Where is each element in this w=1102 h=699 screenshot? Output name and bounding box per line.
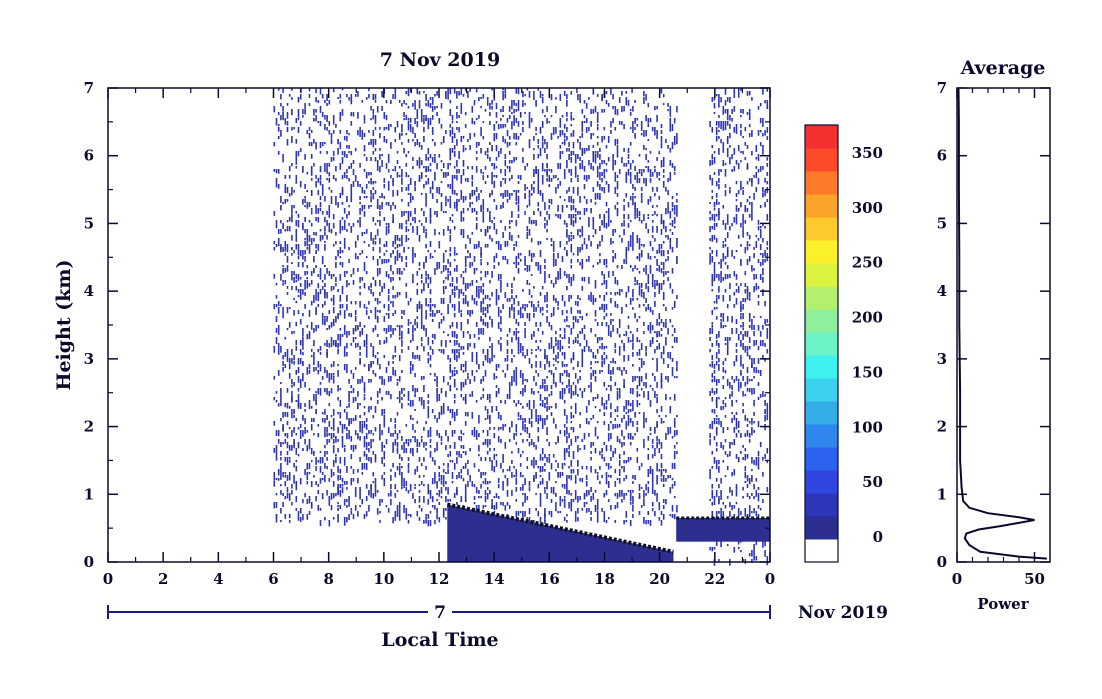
colorbar-segment bbox=[805, 401, 838, 425]
date-day-label: 7 bbox=[434, 603, 446, 623]
sparse-echo-points bbox=[273, 88, 769, 566]
date-label-background bbox=[428, 602, 452, 622]
colorbar-segment bbox=[805, 171, 838, 195]
y-tick-label: 7 bbox=[84, 79, 94, 97]
x-tick-label: 10 bbox=[373, 570, 394, 588]
y-tick-label: 4 bbox=[84, 282, 94, 300]
colorbar-segment bbox=[805, 378, 838, 402]
x-tick-label: 14 bbox=[484, 570, 505, 588]
colorbar-segment bbox=[805, 148, 838, 172]
average-plot-frame bbox=[956, 87, 1051, 563]
chart-title: 7 Nov 2019 bbox=[380, 49, 500, 71]
colorbar-segment bbox=[805, 217, 838, 241]
x-tick-label: 0 bbox=[103, 570, 113, 588]
x-tick-label: 20 bbox=[649, 570, 670, 588]
echo-layer bbox=[273, 88, 770, 566]
colorbar-tick-label: 250 bbox=[852, 254, 883, 272]
colorbar-segment bbox=[805, 447, 838, 471]
boundary-layer-fill bbox=[447, 504, 674, 562]
colorbar: 0 50 100 150 200 250 300 350 bbox=[804, 124, 883, 563]
colorbar-tick-label: 200 bbox=[852, 309, 883, 327]
x-tick-label: 12 bbox=[429, 570, 450, 588]
avg-y-tick-label: 0 bbox=[937, 553, 947, 571]
boundary-layer-fill bbox=[676, 517, 770, 542]
y-tick-label: 0 bbox=[84, 553, 94, 571]
colorbar-tick-label: 150 bbox=[852, 363, 883, 381]
avg-y-tick-label: 7 bbox=[937, 79, 947, 97]
boundary-layer-top bbox=[446, 502, 674, 554]
colorbar-tick-label: 50 bbox=[862, 473, 883, 491]
x-tick-label: 22 bbox=[704, 570, 725, 588]
average-panel-title: Average bbox=[960, 57, 1046, 79]
colorbar-segment bbox=[805, 125, 838, 149]
colorbar-tick-label: 300 bbox=[852, 199, 883, 217]
colorbar-segment bbox=[805, 286, 838, 310]
x-axis-label: Local Time bbox=[381, 629, 498, 651]
avg-y-tick-label: 4 bbox=[937, 282, 947, 300]
colorbar-segment bbox=[805, 516, 838, 540]
x-tick-label: 6 bbox=[268, 570, 278, 588]
colorbar-segment bbox=[805, 493, 838, 517]
y-tick-label: 1 bbox=[84, 485, 94, 503]
x-tick-label: 16 bbox=[539, 570, 560, 588]
colorbar-segment bbox=[805, 309, 838, 333]
colorbar-segment bbox=[805, 355, 838, 379]
colorbar-segment bbox=[805, 240, 838, 264]
x-tick-label: 2 bbox=[158, 570, 168, 588]
average-axes: 0 1 2 3 4 5 6 7 0 50 bbox=[937, 79, 1050, 588]
colorbar-frame bbox=[804, 124, 839, 563]
y-axis-label: Height (km) bbox=[53, 260, 75, 391]
heatmap-area bbox=[108, 88, 770, 566]
colorbar-segment bbox=[805, 263, 838, 287]
avg-x-tick-label: 0 bbox=[952, 570, 962, 588]
colorbar-segment bbox=[805, 424, 838, 448]
x-tick-label: 18 bbox=[594, 570, 615, 588]
avg-x-tick-label: 50 bbox=[1024, 570, 1045, 588]
y-tick-label: 3 bbox=[84, 350, 94, 368]
avg-y-tick-label: 5 bbox=[937, 214, 947, 232]
colorbar-segment bbox=[805, 470, 838, 494]
y-tick-label: 2 bbox=[84, 418, 94, 436]
avg-y-tick-label: 1 bbox=[937, 485, 947, 503]
date-month-year-label: Nov 2019 bbox=[798, 603, 888, 623]
average-power-line bbox=[957, 87, 1047, 560]
colorbar-segment bbox=[805, 539, 838, 563]
colorbar-tick-label: 100 bbox=[852, 418, 883, 436]
colorbar-tick-label: 0 bbox=[873, 528, 883, 546]
colorbar-tick-label: 350 bbox=[852, 144, 883, 162]
y-tick-label: 5 bbox=[84, 214, 94, 232]
y-tick-label: 6 bbox=[84, 147, 94, 165]
date-axis: 7 Nov 2019 bbox=[107, 602, 888, 623]
colorbar-segment bbox=[805, 332, 838, 356]
x-tick-label: 0 bbox=[765, 570, 775, 588]
average-x-axis-label: Power bbox=[977, 595, 1029, 613]
colorbar-segment bbox=[805, 194, 838, 218]
avg-y-tick-label: 6 bbox=[937, 147, 947, 165]
x-tick-label: 4 bbox=[213, 570, 223, 588]
avg-y-tick-label: 2 bbox=[937, 418, 947, 436]
x-tick-label: 8 bbox=[323, 570, 333, 588]
avg-y-tick-label: 3 bbox=[937, 350, 947, 368]
